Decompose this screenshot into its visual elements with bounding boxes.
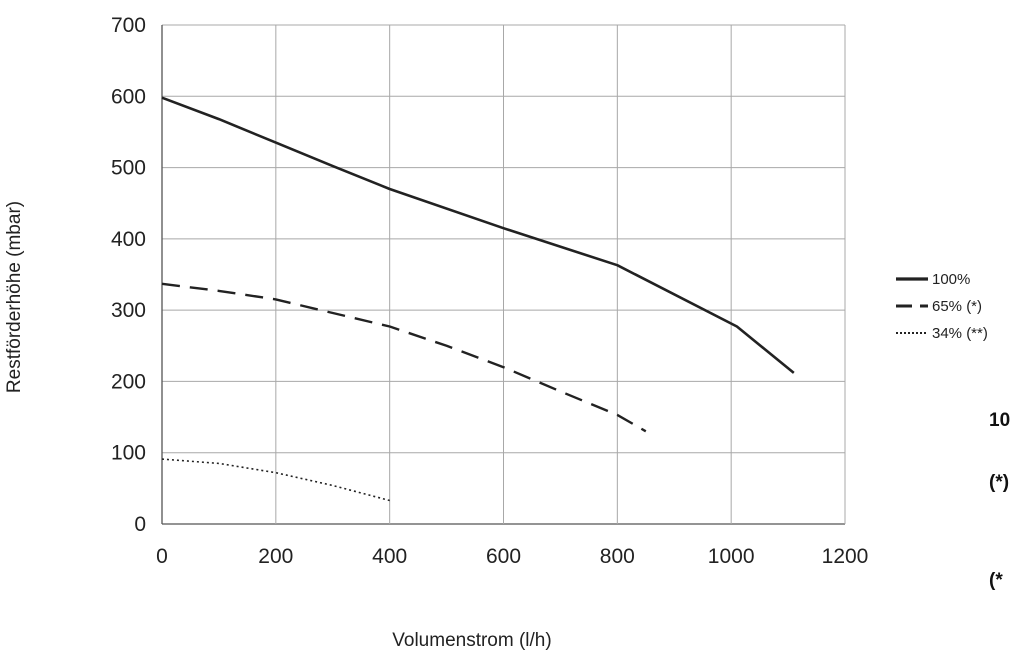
- y-tick-labels: 0 100 200 300 400 500 600 700: [111, 14, 146, 536]
- y-axis-title: Restförderhöhe (mbar): [4, 201, 25, 393]
- legend-label-1: 100%: [932, 271, 970, 288]
- y-tick-label: 400: [111, 228, 146, 251]
- x-tick-label: 200: [258, 545, 293, 568]
- grid: [161, 24, 846, 525]
- side-note-1: 10: [989, 410, 1010, 431]
- series-line-2: [161, 282, 647, 433]
- x-tick-label: 1000: [708, 545, 755, 568]
- x-tick-label: 800: [600, 545, 635, 568]
- y-tick-label: 600: [111, 85, 146, 108]
- x-axis-title: Volumenstrom (l/h): [392, 630, 551, 651]
- x-tick-label: 1200: [822, 545, 869, 568]
- legend-label-2: 65% (*): [932, 298, 982, 315]
- x-tick-label: 600: [486, 545, 521, 568]
- x-tick-label: 400: [372, 545, 407, 568]
- series-lines: [161, 96, 795, 502]
- side-note-3: (*: [989, 570, 1003, 591]
- legend: 100% 65% (*) 34% (**): [896, 271, 988, 342]
- y-tick-label: 700: [111, 14, 146, 37]
- x-tick-label: 0: [156, 545, 168, 568]
- x-tick-labels: 0 200 400 600 800 1000 1200: [156, 545, 868, 568]
- y-tick-label: 0: [134, 513, 146, 536]
- legend-label-3: 34% (**): [932, 325, 988, 342]
- y-tick-label: 200: [111, 370, 146, 393]
- y-tick-label: 300: [111, 299, 146, 322]
- y-tick-label: 500: [111, 157, 146, 180]
- series-line-1: [161, 96, 795, 374]
- y-tick-label: 100: [111, 442, 146, 465]
- side-note-2: (*): [989, 472, 1009, 493]
